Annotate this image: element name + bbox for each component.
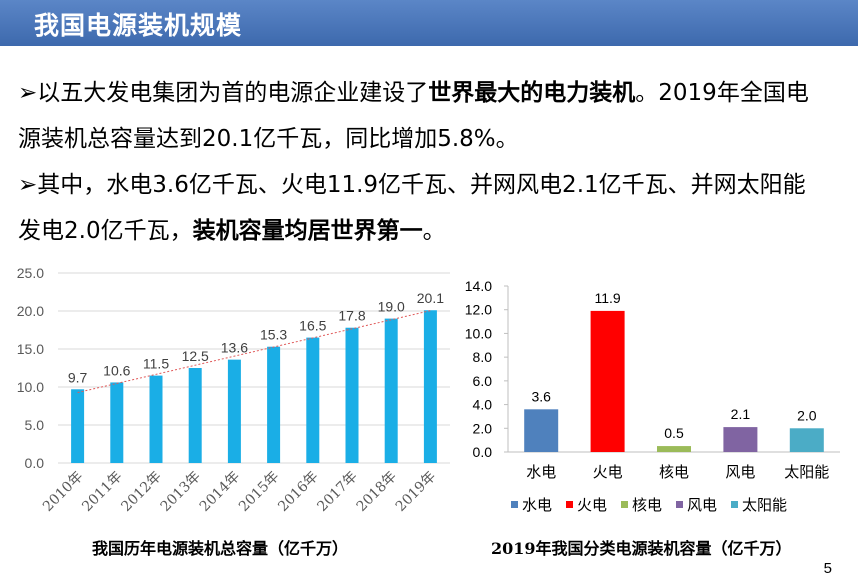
- y-tick-label: 20.0: [17, 303, 44, 319]
- data-label: 15.3: [260, 327, 287, 343]
- data-label: 11.5: [143, 356, 169, 372]
- bar: [227, 359, 241, 463]
- y-tick-label: 10.0: [17, 379, 44, 395]
- y-tick-label: 2.0: [473, 420, 493, 436]
- bar: [723, 427, 758, 452]
- y-tick-label: 8.0: [473, 349, 493, 365]
- x-tick-label: 核电: [659, 463, 689, 481]
- y-tick-label: 0.0: [473, 444, 493, 460]
- legend-label: 核电: [632, 496, 662, 514]
- legend-swatch: [511, 501, 518, 508]
- legend-swatch: [676, 501, 683, 508]
- x-tick-label: 太阳能: [784, 463, 829, 481]
- y-tick-label: 12.0: [465, 302, 492, 318]
- bar: [306, 337, 320, 463]
- legend-swatch: [731, 501, 738, 508]
- bar: [789, 428, 824, 452]
- legend-swatch: [566, 501, 573, 508]
- y-tick-label: 14.0: [465, 278, 492, 294]
- page-number: 5: [823, 560, 832, 577]
- data-label: 2.1: [731, 406, 751, 422]
- bullet-2-emphasis: 装机容量均居世界第一: [192, 218, 423, 244]
- data-label: 3.6: [531, 388, 551, 404]
- bar: [267, 346, 281, 463]
- bullet-1-text-end: 。2019年全国电: [635, 80, 809, 106]
- legend-label: 太阳能: [742, 496, 787, 514]
- data-label: 13.6: [221, 340, 248, 356]
- x-tick-label: 风电: [725, 463, 755, 481]
- chart-1-caption: 我国历年电源装机总容量（亿千万）: [92, 539, 349, 558]
- bullet-1-text: ➢以五大发电集团为首的电源企业建设了: [18, 80, 429, 106]
- y-tick-label: 5.0: [25, 417, 45, 433]
- bullet-2-text-end: 。: [422, 218, 446, 244]
- bar: [110, 382, 124, 463]
- y-tick-label: 10.0: [465, 325, 492, 341]
- data-label: 20.1: [417, 290, 444, 306]
- legend-label: 风电: [687, 496, 717, 514]
- x-tick-label: 火电: [593, 463, 623, 481]
- bullet-2-line-1: ➢其中，水电3.6亿千瓦、火电11.9亿千瓦、并网风电2.1亿千瓦、并网太阳能: [18, 172, 806, 198]
- data-label: 16.5: [299, 318, 326, 334]
- bar: [590, 310, 625, 452]
- legend-label: 水电: [522, 496, 552, 514]
- legend-swatch: [621, 501, 628, 508]
- data-label: 11.9: [594, 290, 620, 306]
- legend-label: 火电: [577, 496, 607, 514]
- data-label: 19.0: [378, 299, 405, 315]
- bar: [149, 375, 163, 463]
- data-label: 9.7: [68, 369, 88, 385]
- data-label: 0.5: [664, 425, 684, 441]
- bar: [657, 446, 691, 452]
- data-label: 10.6: [103, 362, 130, 378]
- data-label: 2.0: [797, 407, 817, 423]
- title-bar: 我国电源装机规模: [0, 0, 858, 46]
- y-tick-label: 4.0: [473, 397, 493, 413]
- bar: [384, 318, 398, 463]
- bar: [188, 368, 202, 463]
- y-tick-label: 25.0: [17, 265, 44, 281]
- bar: [524, 409, 559, 452]
- bullet-1-line-1: ➢以五大发电集团为首的电源企业建设了世界最大的电力装机。2019年全国电: [18, 70, 853, 116]
- bullet-1-emphasis: 世界最大的电力装机: [428, 80, 636, 106]
- data-label: 12.5: [182, 348, 209, 364]
- y-tick-label: 6.0: [473, 373, 493, 389]
- bullet-2-text: 发电2.0亿千瓦，: [18, 218, 193, 244]
- bullet-1-line-2: 源装机总容量达到20.1亿千瓦，同比增加5.8%。: [18, 126, 519, 152]
- data-label: 17.8: [338, 308, 365, 324]
- bar: [423, 310, 437, 463]
- trendline: [77, 310, 431, 394]
- bar: [345, 327, 359, 463]
- slide-title: 我国电源装机规模: [34, 11, 243, 40]
- y-tick-label: 0.0: [25, 455, 45, 471]
- total-capacity-chart: 0.05.010.015.020.025.09.72010年10.62011年1…: [17, 265, 450, 515]
- body-text: ➢以五大发电集团为首的电源企业建设了世界最大的电力装机。2019年全国电 源装机…: [18, 70, 853, 254]
- chart-2-caption: 2019年我国分类电源装机容量（亿千万）: [491, 539, 792, 558]
- bar: [71, 389, 85, 463]
- y-tick-label: 15.0: [17, 341, 44, 357]
- bullet-2-line-2: 发电2.0亿千瓦，装机容量均居世界第一。: [18, 208, 853, 254]
- x-tick-label: 水电: [526, 463, 556, 481]
